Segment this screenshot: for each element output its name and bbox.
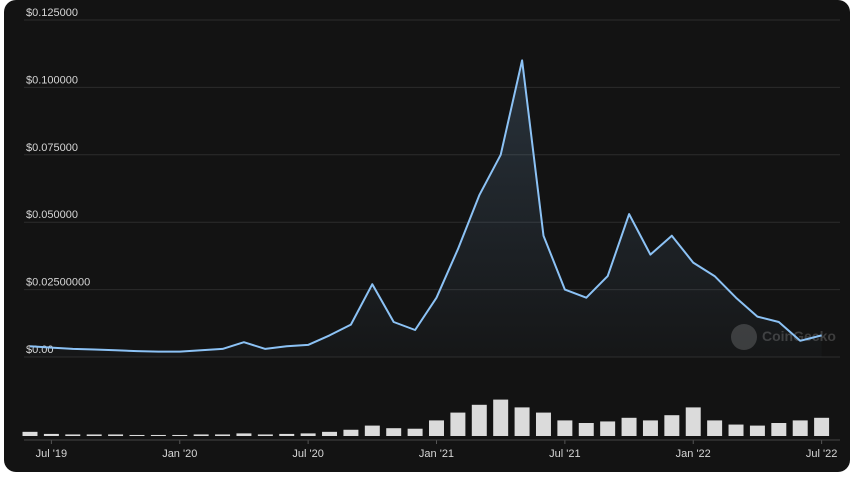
x-tick-label: Jul '19 [36,448,67,460]
volume-bar [108,434,124,436]
volume-bar [535,412,551,436]
volume-bar [129,434,145,436]
volume-bar [450,412,466,436]
volume-bar [322,431,338,436]
volume-bar [707,420,723,436]
volume-bar [300,433,316,436]
volume-bar [257,434,273,436]
volume-bar [22,431,38,436]
volume-bar [386,428,402,436]
x-tick-label: Jan '21 [419,448,454,460]
volume-bar [343,429,359,436]
volume-bar [642,420,658,436]
volume-bar [664,415,680,436]
volume-bar [471,404,487,436]
volume-bar [728,424,744,436]
x-tick-label: Jul '21 [549,448,580,460]
volume-bar [236,433,252,436]
volume-bar [578,423,594,436]
volume-bar [600,421,616,436]
volume-bar [193,434,209,436]
x-tick-label: Jul '20 [292,448,323,460]
price-area [30,60,822,358]
volume-bar [557,420,573,436]
volume-bar [493,399,509,436]
volume-bar [279,433,295,436]
volume-bar [792,420,808,436]
x-tick-label: Jul '22 [806,448,837,460]
x-tick-label: Jan '20 [162,448,197,460]
y-tick-label: $0.075000 [26,142,78,154]
volume-bar [215,434,231,436]
chart: CoinGecko $0.00$0.02500000$0.050000$0.07… [22,7,840,460]
volume-bar [749,425,765,436]
volume-bar [150,434,166,436]
y-tick-label: $0.100000 [26,74,78,86]
volume-bar [43,433,59,436]
volume-bar [514,407,530,436]
volume-bar [771,423,787,436]
y-tick-label: $0.050000 [26,209,78,221]
volume-bar [364,425,380,436]
volume-bar [685,407,701,436]
chart-card: CoinGecko $0.00$0.02500000$0.050000$0.07… [4,0,850,472]
volume-bar [65,434,81,436]
y-tick-label: $0.125000 [26,7,78,19]
volume-bar [172,434,188,436]
volume-bar [814,417,830,436]
x-tick-label: Jan '22 [676,448,711,460]
price-line [29,59,822,353]
y-tick-label: $0.02500000 [26,277,90,289]
volume-bar [86,434,102,436]
volume-bar [621,417,637,436]
volume-bar [407,428,423,436]
volume-bar [429,420,444,436]
